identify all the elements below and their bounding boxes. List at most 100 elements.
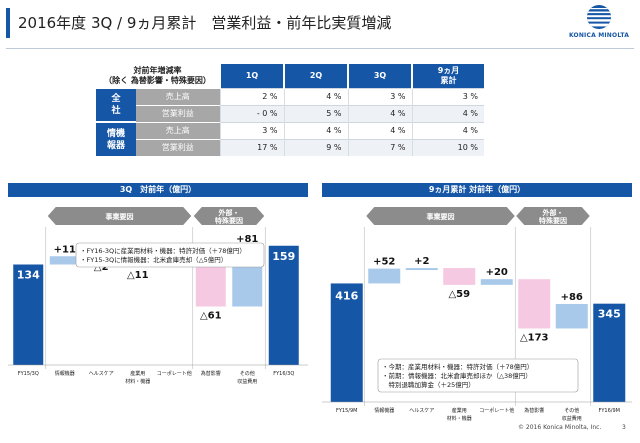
waterfall-bar-end	[593, 303, 626, 402]
page-number: 3	[622, 424, 626, 431]
category-label: コーポレート他	[479, 407, 514, 414]
category-sub-label: 材料・機器	[447, 415, 472, 421]
category-sub-label: 収益費用	[237, 378, 257, 385]
external-factor-bracket-label: 特殊要因	[215, 216, 243, 225]
table-cell: 2 %	[219, 87, 284, 105]
waterfall-bar-end	[268, 245, 299, 365]
waterfall-chart-3q: 事業要因外部・特殊要因134+11△2△11+7△61+81159FY15/3Q…	[8, 199, 308, 421]
external-factor-bracket-label: 外部・	[543, 208, 564, 217]
bar-value-label: +11	[54, 244, 76, 255]
category-sub-label: 材料・機器	[125, 378, 150, 385]
external-factor-bracket-label: 特殊要因	[539, 216, 567, 225]
category-label: ヘルスケア	[89, 370, 114, 377]
waterfall-bar-delta	[555, 303, 588, 329]
chart-title-9m: 9ヵ月累計 対前年（億円）	[322, 183, 632, 197]
note-line: ・前期：情報機器：北米倉庫売却ほか（△38億円）	[382, 371, 532, 380]
row-label: 売上高	[136, 87, 220, 105]
waterfall-bar-delta	[443, 268, 476, 285]
category-label: 為替影響	[524, 407, 544, 414]
external-factor-bracket-label: 外部・	[219, 208, 240, 217]
table-cell: 4 %	[411, 104, 484, 122]
category-label: その他	[240, 370, 255, 377]
row-label: 売上高	[136, 121, 220, 139]
note-line: ・今期：産業用材料・機器：特許対価（＋78億円）	[382, 362, 533, 371]
table-cell: 10 %	[411, 138, 484, 156]
category-label: FY15/3Q	[18, 371, 39, 377]
bar-value-label: △61	[200, 311, 222, 322]
note-box	[377, 358, 579, 393]
bar-value-label: +86	[561, 292, 583, 303]
globe-icon	[587, 5, 611, 29]
category-label: その他	[564, 407, 579, 414]
bar-value-label: △59	[448, 289, 470, 300]
page-title: 2016年度 3Q / 9ヵ月累計 営業利益・前年比実質増減	[18, 14, 392, 32]
category-label: FY15/9M	[336, 408, 357, 414]
table-cell: 5 %	[283, 104, 348, 122]
note-line: ・FY16-3Qに産業用材料・機器：特許対価（＋78億円）	[80, 246, 246, 255]
bar-value-label: △11	[127, 270, 149, 281]
table-cell: 3 %	[219, 121, 284, 139]
bar-value-label: 345	[598, 308, 621, 321]
row-label: 営業利益	[136, 138, 220, 156]
column-header: 9ヵ月 累計	[411, 64, 484, 88]
category-label: 情報機器	[374, 407, 394, 414]
waterfall-bar-delta	[518, 279, 551, 329]
table-cell: 9 %	[283, 138, 348, 156]
category-label: FY16/3Q	[273, 371, 294, 377]
bar-value-label: △173	[520, 332, 549, 343]
business-factor-bracket-label: 事業要因	[106, 212, 134, 221]
table-row: 営業利益 17 % 9 % 7 % 10 %	[96, 138, 484, 156]
table-corner-label: 対前年増減率 （除く 為替影響・特殊要因）	[96, 64, 220, 88]
waterfall-bar-delta	[405, 268, 438, 271]
bar-value-label: +2	[414, 256, 429, 267]
table-cell: 3 %	[411, 87, 484, 105]
title-bar: 2016年度 3Q / 9ヵ月累計 営業利益・前年比実質増減 KONICA MI…	[0, 0, 640, 49]
waterfall-svg-3q: 事業要因外部・特殊要因134+11△2△11+7△61+81159FY15/3Q…	[8, 207, 308, 385]
table-cell: 7 %	[347, 138, 412, 156]
note-box	[75, 242, 265, 268]
waterfall-svg-9m: 事業要因 外部・特殊要因 416 +52 +2 △59 +20 △173 +86 345 FY15/…	[322, 207, 632, 422]
external-factor-bracket	[516, 207, 590, 225]
bar-value-label: +81	[236, 234, 258, 245]
category-label: 産業用	[130, 370, 145, 377]
corner-line-2: （除く 為替影響・特殊要因）	[104, 75, 211, 85]
table-row: 情機 報器 売上高 3 % 4 % 4 % 4 %	[96, 121, 484, 156]
note-line: 特別退職加算金（＋25億円）	[382, 380, 475, 389]
growth-rate-table: 対前年増減率 （除く 為替影響・特殊要因） 1Q 2Q 3Q 9ヵ月 累計 全 …	[96, 64, 484, 156]
category-label: 為替影響	[201, 370, 221, 377]
row-label: 営業利益	[136, 104, 220, 122]
category-label: ヘルスケア	[409, 407, 434, 414]
table-header-row: 対前年増減率 （除く 為替影響・特殊要因） 1Q 2Q 3Q 9ヵ月 累計	[96, 64, 484, 88]
bar-value-label: 134	[17, 269, 40, 282]
corner-line-1: 対前年増減率	[133, 65, 182, 75]
category-label: FY16/9M	[599, 408, 620, 414]
column-header: 3Q	[347, 64, 412, 88]
table-cell: 3 %	[347, 87, 412, 105]
category-sub-label: 収益費用	[562, 415, 582, 421]
business-factor-bracket-label: 事業要因	[427, 212, 455, 221]
table-cell: - 0 %	[219, 104, 284, 122]
table-cell: 4 %	[347, 104, 412, 122]
waterfall-bar-start	[330, 283, 363, 402]
group-label: 全 社	[96, 87, 136, 122]
group-label: 情機 報器	[96, 121, 136, 156]
table-cell: 4 %	[411, 121, 484, 139]
title-accent	[6, 8, 10, 38]
waterfall-bar-delta	[368, 268, 401, 284]
title-divider	[6, 48, 634, 49]
table-cell: 4 %	[283, 87, 348, 105]
waterfall-chart-9m: 事業要因 外部・ 特殊要因 416 +52 +2 △59 +20 △173 +86 345 FY15/…	[322, 199, 632, 422]
business-factor-bracket	[47, 207, 192, 225]
category-label: 情報機器	[55, 370, 75, 377]
note-line: ・FY15-3Qに情報機器：北米倉庫売却（△5億円）	[80, 255, 227, 264]
table-row: 全 社 売上高 2 % 4 % 3 % 3 %	[96, 87, 484, 122]
bar-value-label: 159	[272, 250, 295, 263]
table-cell: 4 %	[347, 121, 412, 139]
table-row: 営業利益 - 0 % 5 % 4 % 4 %	[96, 104, 484, 122]
column-header: 2Q	[283, 64, 348, 88]
column-header: 1Q	[219, 64, 284, 88]
bar-value-label: 416	[335, 289, 358, 302]
copyright-text: © 2016 Konica Minolta, Inc.	[518, 424, 602, 431]
waterfall-bar-delta	[195, 260, 226, 307]
external-factor-bracket	[193, 207, 265, 225]
